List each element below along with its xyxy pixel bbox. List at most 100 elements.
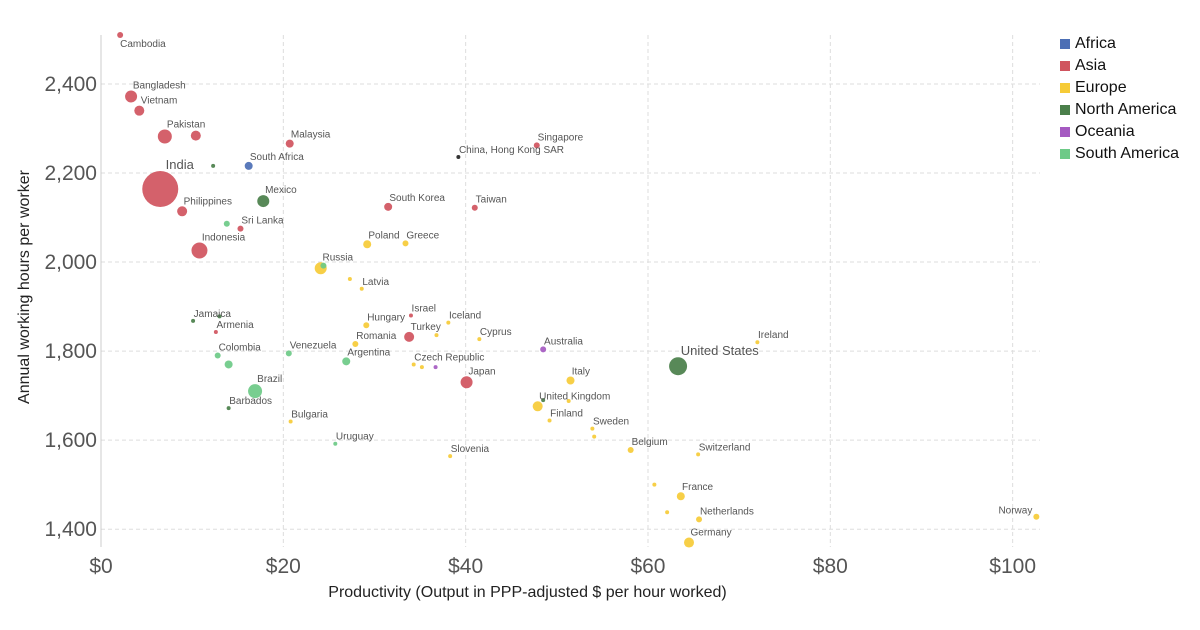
data-point bbox=[477, 337, 482, 342]
point-label: Finland bbox=[550, 409, 583, 420]
data-point bbox=[433, 365, 438, 370]
data-point bbox=[211, 163, 216, 168]
x-tick-label: $100 bbox=[989, 555, 1036, 578]
x-tick-label: $40 bbox=[448, 555, 483, 578]
point-label: Netherlands bbox=[700, 506, 754, 517]
data-point bbox=[471, 204, 478, 211]
legend-item[interactable]: Oceania bbox=[1060, 121, 1179, 143]
data-point bbox=[363, 322, 370, 329]
data-point bbox=[419, 365, 424, 370]
point-label: Vietnam bbox=[141, 96, 178, 107]
point-label: Singapore bbox=[538, 132, 584, 143]
point-label: Japan bbox=[468, 366, 495, 377]
data-point bbox=[696, 516, 703, 523]
legend-item[interactable]: North America bbox=[1060, 99, 1179, 121]
data-point bbox=[224, 360, 233, 369]
legend-item[interactable]: Europe bbox=[1060, 77, 1179, 99]
point-label: India bbox=[166, 157, 195, 172]
data-point bbox=[541, 398, 546, 403]
data-point bbox=[627, 446, 634, 453]
data-point bbox=[117, 32, 124, 38]
point-label: Iceland bbox=[449, 311, 481, 322]
legend-swatch bbox=[1060, 127, 1070, 137]
point-label: Jamaica bbox=[194, 309, 232, 320]
y-tick-label: 2,200 bbox=[44, 162, 97, 185]
y-tick-label: 1,400 bbox=[44, 518, 97, 541]
data-point bbox=[214, 352, 221, 359]
data-point bbox=[190, 130, 201, 141]
point-label: China, Hong Kong SAR bbox=[459, 145, 564, 156]
point-label: Sri Lanka bbox=[241, 216, 284, 227]
data-point bbox=[257, 195, 270, 208]
point-label: United Kingdom bbox=[539, 391, 610, 402]
data-point bbox=[456, 154, 461, 159]
point-label: Hungary bbox=[367, 312, 405, 323]
data-point bbox=[347, 276, 352, 281]
point-label: Bangladesh bbox=[133, 80, 186, 91]
data-point bbox=[676, 492, 685, 501]
legend-label: Oceania bbox=[1075, 123, 1135, 140]
data-point bbox=[566, 376, 575, 385]
point-label: Poland bbox=[368, 230, 399, 241]
legend-label: North America bbox=[1075, 101, 1177, 118]
data-point bbox=[460, 376, 473, 389]
data-points bbox=[117, 32, 1040, 548]
data-point bbox=[669, 357, 688, 376]
data-point bbox=[590, 426, 595, 431]
legend-item[interactable]: Africa bbox=[1060, 33, 1179, 55]
data-point bbox=[404, 331, 415, 342]
x-tick-label: $0 bbox=[89, 555, 112, 578]
data-point bbox=[237, 225, 244, 232]
data-point bbox=[547, 418, 552, 423]
point-label: Argentina bbox=[347, 347, 390, 358]
x-tick-label: $20 bbox=[266, 555, 301, 578]
legend-swatch bbox=[1060, 149, 1070, 159]
data-point bbox=[177, 206, 188, 217]
point-label: Turkey bbox=[411, 322, 441, 333]
legend-swatch bbox=[1060, 83, 1070, 93]
point-label: Uruguay bbox=[336, 432, 374, 443]
x-axis-label: Productivity (Output in PPP-adjusted $ p… bbox=[328, 584, 726, 601]
point-label: South Korea bbox=[389, 193, 445, 204]
data-point bbox=[244, 161, 253, 170]
x-tick-label: $80 bbox=[813, 555, 848, 578]
data-point bbox=[384, 202, 393, 211]
point-label: France bbox=[682, 482, 714, 493]
point-label: Russia bbox=[323, 252, 354, 263]
data-point bbox=[1033, 513, 1040, 520]
point-label: Greece bbox=[406, 230, 439, 241]
point-label: Sweden bbox=[593, 417, 629, 428]
point-label: Latvia bbox=[362, 277, 389, 288]
y-axis-label: Annual working hours per worker bbox=[16, 169, 33, 404]
y-tick-label: 1,800 bbox=[44, 340, 97, 363]
legend-item[interactable]: South America bbox=[1060, 143, 1179, 165]
axes: 1,400 1,600 1,800 2,000 2,200 2,400 $0 $20 $40 $6… bbox=[44, 35, 1036, 578]
legend-swatch bbox=[1060, 105, 1070, 115]
legend-label: Africa bbox=[1075, 35, 1116, 52]
point-label: Slovenia bbox=[451, 444, 490, 455]
point-label: Czech Republic bbox=[414, 352, 484, 363]
point-label: Philippines bbox=[184, 196, 232, 207]
data-point bbox=[352, 340, 359, 347]
point-label: Colombia bbox=[219, 343, 262, 354]
point-label: United States bbox=[681, 343, 760, 358]
data-point bbox=[532, 401, 543, 412]
data-point bbox=[359, 286, 364, 291]
point-labels: Cambodia Bangladesh Vietnam Pakistan Malaysi… bbox=[120, 39, 1032, 539]
data-point bbox=[446, 320, 451, 325]
legend-item[interactable]: Asia bbox=[1060, 55, 1179, 77]
data-point bbox=[448, 454, 453, 459]
x-tick-label: $60 bbox=[630, 555, 665, 578]
point-label: Romania bbox=[356, 331, 396, 342]
point-label: Cyprus bbox=[480, 327, 512, 338]
point-label: Pakistan bbox=[167, 120, 205, 131]
data-point bbox=[342, 357, 351, 366]
point-label: Norway bbox=[998, 506, 1032, 517]
data-point bbox=[142, 171, 179, 208]
data-point bbox=[223, 220, 230, 227]
point-label: South Africa bbox=[250, 152, 304, 163]
point-label: Switzerland bbox=[699, 442, 751, 453]
y-tick-label: 2,000 bbox=[44, 251, 97, 274]
data-point bbox=[533, 142, 540, 149]
